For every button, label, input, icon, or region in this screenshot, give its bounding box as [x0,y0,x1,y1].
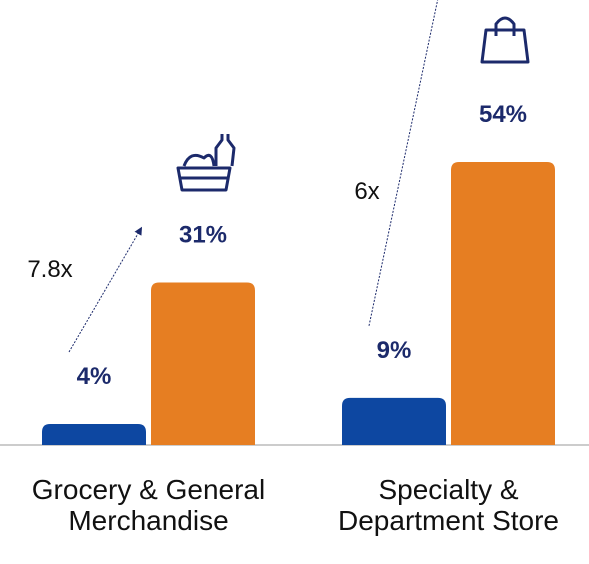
value-label: 54% [479,101,527,128]
bar [151,282,255,445]
annotation: 6x [354,178,379,205]
value-label: 9% [377,337,412,364]
bag-icon [480,16,530,64]
annotation: 7.8x [27,256,72,283]
category-label: Specialty & Department Store [338,474,559,536]
category-label: Grocery & General Merchandise [31,474,266,536]
growth-arrow [368,0,439,326]
value-label: 31% [179,222,227,249]
bar [342,397,446,445]
basket-icon [176,134,236,192]
growth-arrow [68,226,143,353]
bar [451,162,555,445]
bar [42,424,146,445]
value-label: 4% [77,363,112,390]
